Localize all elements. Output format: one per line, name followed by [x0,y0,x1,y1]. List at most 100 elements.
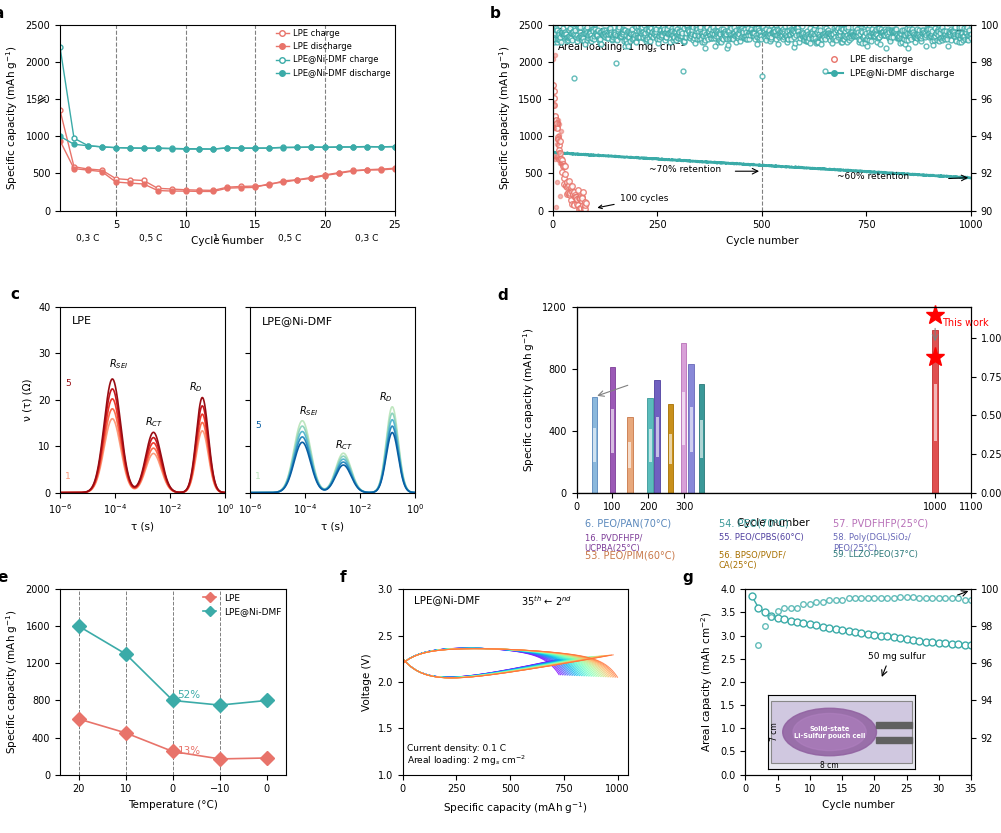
Bar [669,433,672,465]
LPE charge [138,176,150,186]
LPE charge [319,170,331,180]
Bar [628,441,632,468]
LPE charge [207,186,219,196]
LPE discharge [263,179,275,189]
Text: LPE: LPE [72,317,92,327]
LPE@Ni-DMF discharge [263,143,275,153]
Text: ~60% retention: ~60% retention [837,172,909,181]
LPE@Ni-DMF charge [96,142,108,152]
Text: $R_{CT}$: $R_{CT}$ [145,416,163,429]
LPE charge [110,173,122,183]
Text: 5: 5 [255,421,260,430]
LPE charge [165,184,177,194]
LPE@Ni-DMF charge [151,143,163,153]
Text: $R_D$: $R_D$ [189,381,203,394]
LPE@Ni-DMF discharge [221,143,233,153]
Text: $R_{CT}$: $R_{CT}$ [334,438,352,452]
LPE@Ni-DMF charge [374,142,386,152]
LPE charge [388,163,400,173]
LPE@Ni-DMF charge [388,142,400,152]
Text: 1 C: 1 C [213,234,228,243]
LPE@Ni-DMF discharge [124,143,136,153]
LPE discharge [249,182,261,192]
Legend: LPE charge, LPE discharge, LPE@Ni-DMF charge, LPE@Ni-DMF discharge: LPE charge, LPE discharge, LPE@Ni-DMF ch… [276,29,390,77]
LPE charge [374,164,386,174]
LPE@Ni-DMF charge [277,142,289,152]
Text: Current density: 0.1 C: Current density: 0.1 C [407,744,507,752]
LPE discharge [207,187,219,197]
Y-axis label: ν (τ) (Ω): ν (τ) (Ω) [22,378,32,421]
Bar [655,380,661,492]
Bar [611,409,614,452]
Bar [700,420,703,458]
LPE discharge [360,165,372,175]
Text: 59. LLZO-PEO(37°C): 59. LLZO-PEO(37°C) [833,550,918,559]
Text: 35$^{th}$ ← 2$^{nd}$: 35$^{th}$ ← 2$^{nd}$ [521,594,572,608]
LPE@Ni-DMF charge [291,142,303,152]
LPE@Ni-DMF discharge [374,142,386,152]
LPE@Ni-DMF charge [82,141,94,151]
LPE charge [291,175,303,185]
Bar [668,405,674,492]
X-axis label: τ (s): τ (s) [131,521,154,531]
LPE@Ni-DMF charge [333,142,345,152]
LPE charge [151,183,163,193]
LPE@Ni-DMF discharge [207,144,219,154]
X-axis label: Cycle number: Cycle number [726,236,798,246]
LPE@Ni-DMF charge [221,142,233,152]
LPE@Ni-DMF discharge [388,142,400,152]
Bar [610,367,616,492]
X-axis label: Temperature (°C): Temperature (°C) [128,800,218,810]
LPE@Ni-DMF discharge [346,142,358,152]
Text: c: c [10,287,19,302]
Text: Areal loading: 2 mg$_s$ cm$^{-2}$: Areal loading: 2 mg$_s$ cm$^{-2}$ [407,753,527,767]
Text: 52%: 52% [177,690,200,700]
X-axis label: Specific capacity (mAh g$^{-1}$): Specific capacity (mAh g$^{-1}$) [443,800,588,816]
LPE@Ni-DMF discharge [165,144,177,154]
LPE discharge [138,179,150,189]
LPE@Ni-DMF discharge [96,142,108,152]
Y-axis label: Specific capacity (mAh g$^{-1}$): Specific capacity (mAh g$^{-1}$) [521,327,537,472]
LPE@Ni-DMF charge [263,143,275,153]
Y-axis label: Voltage (V): Voltage (V) [362,653,372,711]
LPE charge [96,165,108,175]
LPE@Ni-DMF charge [68,133,80,143]
LPE@Ni-DMF discharge [235,143,247,153]
LPE@Ni-DMF discharge [54,132,66,142]
Text: 57. PVDFHFP(25°C): 57. PVDFHFP(25°C) [833,519,928,529]
LPE discharge [221,183,233,193]
Text: 1: 1 [65,471,71,481]
LPE discharge [54,136,66,146]
Text: 16. PVDFHFP/
UCPBA(25°C): 16. PVDFHFP/ UCPBA(25°C) [585,533,642,553]
X-axis label: τ (s): τ (s) [321,521,344,531]
Text: e: e [0,570,7,585]
X-axis label: Cycle number: Cycle number [738,518,810,528]
LPE@Ni-DMF charge [249,143,261,153]
LPE@Ni-DMF charge [235,143,247,153]
Line: LPE charge: LPE charge [58,108,397,192]
LPE discharge [179,186,191,196]
LPE charge [68,162,80,172]
LPE discharge [82,165,94,175]
Text: 54. PEO(70°C): 54. PEO(70°C) [719,519,789,529]
LPE discharge [193,187,205,197]
Text: 53. PEO/PIM(60°C): 53. PEO/PIM(60°C) [585,550,675,560]
LPE@Ni-DMF discharge [179,144,191,154]
LPE charge [179,185,191,195]
Text: g: g [683,570,693,585]
LPE discharge [333,168,345,178]
LPE charge [263,180,275,190]
LPE discharge [110,177,122,187]
Text: Current density: 1 C: Current density: 1 C [557,28,655,38]
LPE charge [82,164,94,174]
Bar [649,430,652,462]
LPE discharge [291,175,303,185]
LPE charge [305,172,317,182]
LPE@Ni-DMF charge [319,142,331,152]
Y-axis label: Specific capacity (mAh g$^{-1}$): Specific capacity (mAh g$^{-1}$) [4,610,20,754]
Text: b: b [490,6,500,21]
LPE@Ni-DMF discharge [277,142,289,152]
Text: f: f [339,570,346,585]
LPE@Ni-DMF charge [346,142,358,152]
Text: 6. PEO/PAN(70°C): 6. PEO/PAN(70°C) [585,519,671,529]
